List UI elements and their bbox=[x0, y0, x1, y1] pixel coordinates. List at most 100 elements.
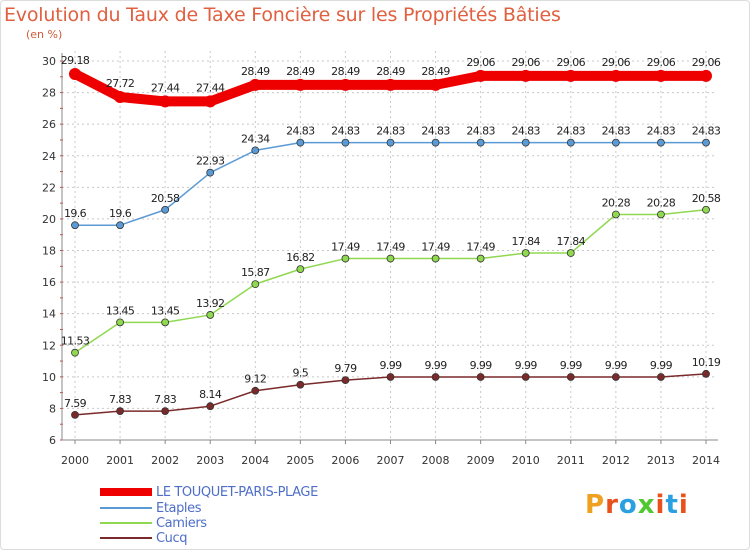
brand-letter: o bbox=[618, 490, 638, 520]
data-label: 7.83 bbox=[109, 393, 132, 406]
data-point bbox=[384, 78, 397, 91]
data-label: 19.6 bbox=[109, 207, 132, 220]
data-point bbox=[611, 138, 620, 147]
data-point bbox=[657, 210, 665, 219]
data-label: 24.34 bbox=[241, 132, 270, 145]
x-tick-label: 2001 bbox=[106, 454, 134, 467]
data-label: 24.83 bbox=[421, 125, 450, 138]
y-tick-label: 20 bbox=[42, 213, 56, 226]
data-label: 24.83 bbox=[376, 125, 405, 138]
data-point bbox=[71, 221, 79, 230]
legend-swatch-etaples bbox=[100, 507, 152, 509]
data-point bbox=[71, 348, 79, 357]
x-tick-label: 2005 bbox=[286, 454, 314, 467]
data-point bbox=[206, 168, 215, 177]
data-label: 10.19 bbox=[692, 356, 721, 369]
data-label: 29.06 bbox=[692, 56, 721, 69]
proxiti-logo: Proxiti bbox=[585, 490, 689, 520]
x-tick-label: 2009 bbox=[467, 454, 495, 467]
data-point bbox=[654, 69, 667, 82]
legend-label-etaples: Etaples bbox=[156, 500, 202, 516]
data-label: 27.44 bbox=[151, 81, 180, 94]
data-point bbox=[521, 249, 530, 257]
brand-letter: t bbox=[665, 490, 679, 520]
legend-item-cucq: Cucq bbox=[100, 531, 188, 546]
data-point bbox=[566, 138, 575, 147]
data-point bbox=[251, 146, 260, 155]
data-point bbox=[474, 69, 487, 82]
y-tick-label: 24 bbox=[42, 150, 56, 163]
data-label: 13.45 bbox=[151, 304, 180, 317]
legend-swatch-cucq bbox=[100, 537, 152, 539]
y-tick-label: 22 bbox=[42, 181, 56, 194]
brand-letter: i bbox=[678, 490, 689, 520]
brand-letter: P bbox=[585, 490, 606, 520]
data-label: 24.83 bbox=[466, 125, 495, 138]
data-point bbox=[386, 373, 395, 381]
data-label: 29.06 bbox=[602, 56, 631, 69]
data-label: 28.49 bbox=[331, 65, 360, 78]
data-label: 24.83 bbox=[692, 125, 721, 138]
data-label: 20.58 bbox=[151, 192, 180, 205]
y-unit-label: (en %) bbox=[26, 28, 63, 41]
data-point bbox=[206, 402, 215, 411]
x-tick-label: 2004 bbox=[241, 454, 269, 467]
data-point bbox=[159, 95, 172, 108]
data-point bbox=[521, 138, 530, 147]
x-tick-label: 2014 bbox=[692, 454, 720, 467]
data-label: 22.93 bbox=[196, 155, 225, 168]
data-label: 9.99 bbox=[560, 359, 583, 372]
x-tick-label: 2002 bbox=[151, 454, 179, 467]
data-label: 9.99 bbox=[515, 359, 538, 372]
data-point bbox=[431, 254, 440, 263]
data-label: 24.83 bbox=[331, 125, 360, 138]
data-label: 7.83 bbox=[154, 393, 177, 406]
legend-item-camiers: Camiers bbox=[100, 515, 207, 531]
data-label: 28.49 bbox=[376, 65, 405, 78]
data-point bbox=[521, 373, 530, 381]
data-point bbox=[116, 407, 124, 416]
data-point bbox=[71, 410, 79, 419]
data-point bbox=[296, 138, 305, 147]
data-point bbox=[431, 373, 440, 381]
data-label: 29.18 bbox=[61, 54, 90, 67]
data-label: 24.83 bbox=[557, 125, 586, 138]
data-label: 8.14 bbox=[199, 388, 222, 401]
data-point bbox=[341, 138, 350, 147]
data-label: 17.84 bbox=[511, 235, 540, 248]
legend-label-le-touquet: LE TOUQUET-PARIS-PLAGE bbox=[156, 484, 318, 500]
data-label: 20.58 bbox=[692, 192, 721, 205]
data-label: 29.06 bbox=[466, 56, 495, 69]
x-tick-label: 2008 bbox=[422, 454, 450, 467]
data-point bbox=[251, 280, 260, 289]
data-point bbox=[702, 369, 710, 378]
data-label: 28.49 bbox=[286, 65, 315, 78]
legend-label-camiers: Camiers bbox=[156, 515, 207, 531]
data-point bbox=[609, 69, 622, 82]
data-label: 17.49 bbox=[331, 241, 360, 254]
data-point bbox=[566, 249, 575, 257]
data-point bbox=[657, 373, 665, 381]
data-label: 29.06 bbox=[557, 56, 586, 69]
data-label: 7.59 bbox=[64, 397, 87, 410]
data-point bbox=[476, 373, 485, 381]
data-point bbox=[116, 318, 124, 327]
data-label: 9.12 bbox=[244, 373, 266, 386]
data-point bbox=[161, 318, 170, 327]
data-point bbox=[341, 376, 350, 385]
data-point bbox=[566, 373, 575, 381]
data-point bbox=[611, 373, 620, 381]
data-point bbox=[564, 69, 577, 82]
data-label: 9.99 bbox=[650, 359, 673, 372]
data-point bbox=[69, 67, 81, 80]
data-point bbox=[611, 210, 620, 219]
data-label: 24.83 bbox=[286, 125, 315, 138]
data-label: 9.99 bbox=[379, 359, 402, 372]
x-tick-label: 2007 bbox=[377, 454, 405, 467]
data-point bbox=[519, 69, 532, 82]
data-point bbox=[161, 205, 170, 214]
y-tick-label: 18 bbox=[42, 245, 56, 258]
data-point bbox=[116, 221, 124, 230]
data-point bbox=[161, 407, 170, 416]
